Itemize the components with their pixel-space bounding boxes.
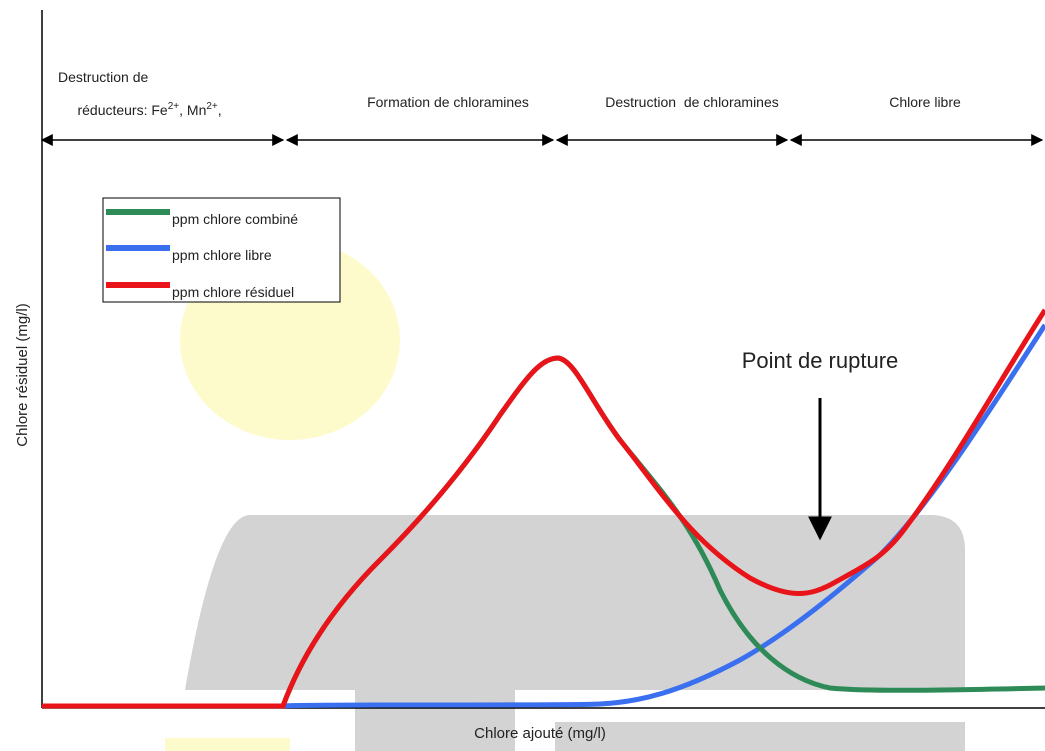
superscript: 2+ <box>168 101 180 112</box>
diagram: Destruction de réducteurs: Fe2+, Mn2+, F… <box>0 0 1045 751</box>
phase-label: Destruction de <box>58 69 148 85</box>
text-part: , Mn <box>179 102 206 118</box>
text-part: , <box>218 102 222 118</box>
legend-label: ppm chlore résiduel <box>172 284 294 300</box>
superscript: 2+ <box>206 101 218 112</box>
phase-label: réducteurs: Fe2+, Mn2+, <box>58 101 233 118</box>
bg-shape <box>165 738 290 751</box>
text-part: réducteurs: Fe <box>77 102 167 118</box>
annotation: Point de rupture <box>742 348 899 373</box>
y-axis-label: Chlore résiduel (mg/l) <box>14 303 31 446</box>
bg-shape <box>555 722 965 751</box>
legend-label: ppm chlore libre <box>172 247 272 263</box>
phase-label: Destruction de chloramines <box>605 94 779 110</box>
x-axis-label: Chlore ajouté (mg/l) <box>474 725 606 742</box>
phase-label: Formation de chloramines <box>367 94 529 110</box>
legend-label: ppm chlore combiné <box>172 211 298 227</box>
phase-label: Chlore libre <box>889 94 961 110</box>
